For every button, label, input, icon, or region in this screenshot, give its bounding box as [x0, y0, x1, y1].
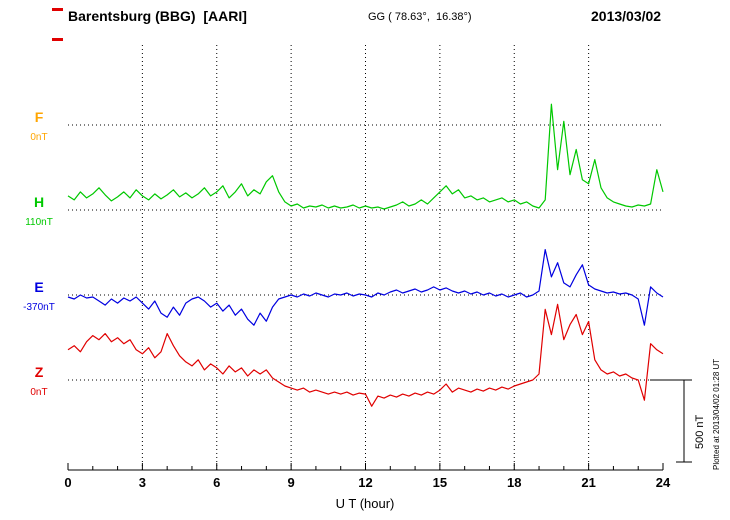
x-tick-label: 0 [64, 475, 71, 490]
component-label-z: Z [34, 364, 44, 380]
component-baseline-e: -370nT [23, 302, 55, 313]
trace-z [67, 303, 664, 407]
x-axis-label: U T (hour) [335, 496, 395, 511]
x-tick-label: 6 [213, 475, 220, 490]
offscale-marker-2 [52, 38, 63, 41]
trace-h [67, 103, 664, 210]
plot-date: 2013/03/02 [591, 8, 662, 24]
component-baseline-h: 110nT [25, 217, 53, 228]
x-tick-label: 15 [433, 475, 447, 490]
plotted-note: Plotted at 2013/04/02 01:28 UT [712, 358, 721, 470]
offscale-marker-1 [52, 8, 63, 11]
x-tick-label: 24 [656, 475, 671, 490]
x-tick-label: 9 [288, 475, 295, 490]
scale-bar-label: 500 nT [694, 414, 706, 449]
component-baseline-f: 0nT [30, 132, 48, 143]
trace-e [67, 249, 664, 326]
component-baseline-z: 0nT [30, 387, 48, 398]
component-label-f: F [34, 109, 44, 125]
component-label-h: H [33, 194, 45, 210]
x-tick-label: 3 [139, 475, 146, 490]
x-tick-label: 21 [581, 475, 595, 490]
station-title: Barentsburg (BBG) [AARI] [68, 8, 247, 24]
x-tick-label: 18 [507, 475, 521, 490]
station-coordinates: GG ( 78.63°, 16.38°) [368, 11, 472, 23]
x-tick-label: 12 [358, 475, 372, 490]
component-label-e: E [34, 279, 44, 295]
